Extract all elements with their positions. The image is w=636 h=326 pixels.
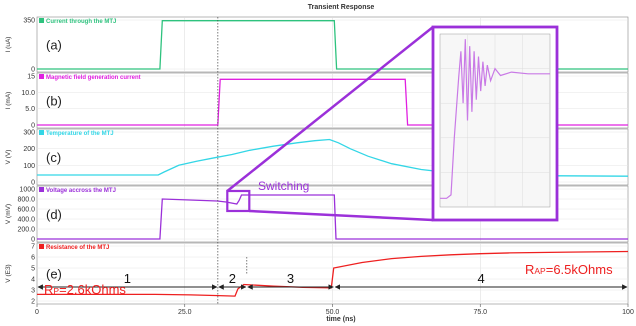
resistance-annotation: RP=2.6kOhms xyxy=(44,282,126,297)
y-tick-label: 5 xyxy=(31,266,35,273)
segment-label: 1 xyxy=(124,271,131,286)
x-axis-label: time (ns) xyxy=(326,316,355,323)
y-axis-label: V (mV) xyxy=(5,204,12,224)
panel-5: 7 6 5 4 3 2 V (E3) Resistance of the MTJ (e) xyxy=(5,242,629,306)
y-tick-label: 350 xyxy=(23,18,35,25)
zoom-inset xyxy=(226,25,559,222)
series-label: Resistance of the MTJ xyxy=(46,245,109,251)
chart-title: Transient Response xyxy=(308,4,375,11)
y-tick-label: 7 xyxy=(31,244,35,251)
resistance-annotation: RAP=6.5kOhms xyxy=(525,262,613,277)
zoom-region-box xyxy=(226,189,251,213)
series-line xyxy=(37,20,628,70)
y-axis-label: I (uA) xyxy=(5,37,12,53)
legend-swatch xyxy=(39,74,44,79)
y-axis-label: I (mA) xyxy=(5,92,12,110)
x-tick-label: 75.0 xyxy=(473,309,487,316)
y-tick-label: 6 xyxy=(31,255,35,262)
y-tick-label: 600.0 xyxy=(17,207,35,214)
series-label: Temperature of the MTJ xyxy=(46,131,114,137)
series-label: Current through the MTJ xyxy=(46,19,116,25)
y-tick-label: 0 xyxy=(31,123,35,130)
y-tick-label: 0 xyxy=(31,180,35,187)
legend-swatch xyxy=(39,187,44,192)
inset-series-line xyxy=(440,39,550,199)
panel-letter: (c) xyxy=(46,150,61,165)
series-label: Voltage accross the MTJ xyxy=(46,188,116,194)
panel-letter: (d) xyxy=(46,207,62,222)
x-tick-label: 50.0 xyxy=(326,309,340,316)
switching-label: Switching xyxy=(258,179,309,193)
segment-label: 2 xyxy=(229,271,236,286)
segment-label: 3 xyxy=(287,271,294,286)
annotations: 1 2 3 4 RP=2.6kOhms RAP=6.5kOhms Switching xyxy=(37,17,628,304)
y-tick-label: 200 xyxy=(23,146,35,153)
panel-letter: (e) xyxy=(46,267,62,282)
series-line xyxy=(37,194,628,240)
x-axis: 0 25.0 50.0 75.0 100 xyxy=(35,304,634,316)
y-tick-label: 300 xyxy=(23,130,35,137)
x-tick-label: 25.0 xyxy=(178,309,192,316)
y-axis-label: V (V) xyxy=(5,150,12,165)
y-tick-label: 4 xyxy=(31,277,35,284)
y-tick-label: 10.0 xyxy=(21,90,35,97)
y-tick-label: 200.0 xyxy=(17,227,35,234)
y-tick-label: 5.0 xyxy=(25,106,35,113)
panel-letter: (b) xyxy=(46,94,62,109)
y-tick-label: 3 xyxy=(31,288,35,295)
y-tick-label: 1000 xyxy=(19,187,35,194)
y-tick-label: 400.0 xyxy=(17,217,35,224)
y-tick-label: 800.0 xyxy=(17,197,35,204)
legend-swatch xyxy=(39,244,44,249)
y-axis-label: V (E3) xyxy=(5,264,12,282)
zoom-connector xyxy=(249,209,434,222)
zoom-connector xyxy=(226,26,434,192)
legend-swatch xyxy=(39,18,44,23)
series-label: Magnetic field generation current xyxy=(46,75,141,81)
segment-label: 4 xyxy=(478,271,485,286)
y-tick-label: 0 xyxy=(31,237,35,244)
y-tick-label: 0 xyxy=(31,67,35,74)
legend-swatch xyxy=(39,130,44,135)
y-tick-label: 100 xyxy=(23,163,35,170)
y-tick-label: 2 xyxy=(31,299,35,306)
y-tick-label: 15 xyxy=(27,74,35,81)
x-tick-label: 0 xyxy=(35,309,39,316)
x-tick-label: 100 xyxy=(622,309,634,316)
panel-letter: (a) xyxy=(46,38,62,53)
